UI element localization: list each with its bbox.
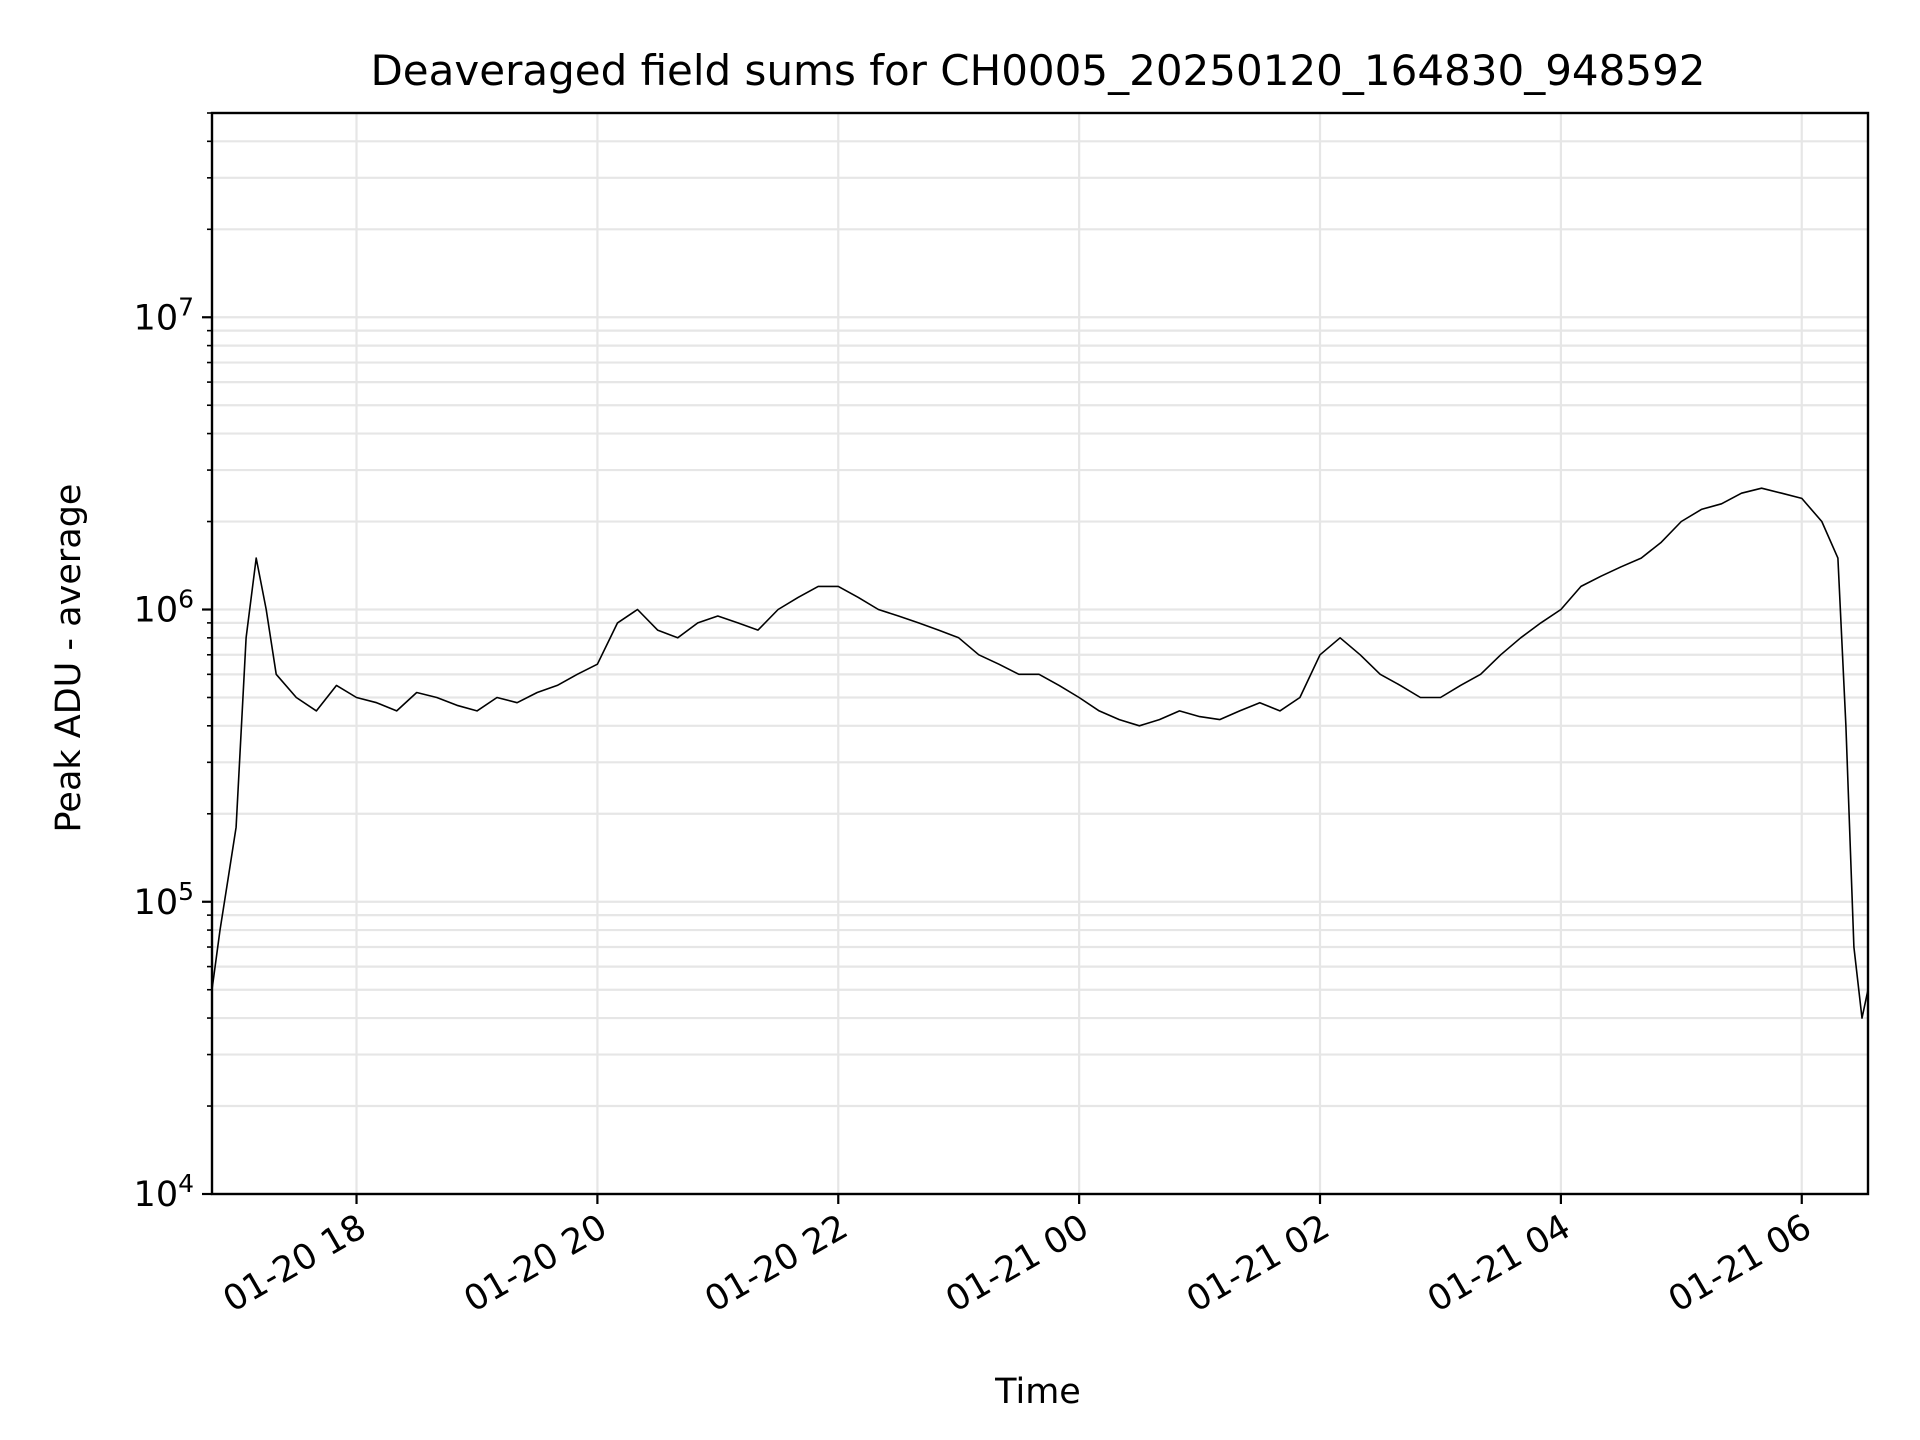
y-tick-label: 106 bbox=[134, 585, 194, 631]
x-axis-label: Time bbox=[994, 1372, 1081, 1412]
y-tick-label: 107 bbox=[134, 292, 194, 338]
chart-title: Deaveraged field sums for CH0005_2025012… bbox=[370, 46, 1705, 95]
y-tick-label: 104 bbox=[134, 1169, 194, 1215]
y-tick-label: 105 bbox=[134, 877, 194, 923]
y-axis-label: Peak ADU - average bbox=[49, 484, 89, 833]
series-line bbox=[211, 487, 1869, 1019]
plot-area bbox=[211, 487, 1869, 1019]
axes-frame bbox=[210, 111, 1870, 1196]
grid-lines bbox=[212, 111, 1868, 1196]
